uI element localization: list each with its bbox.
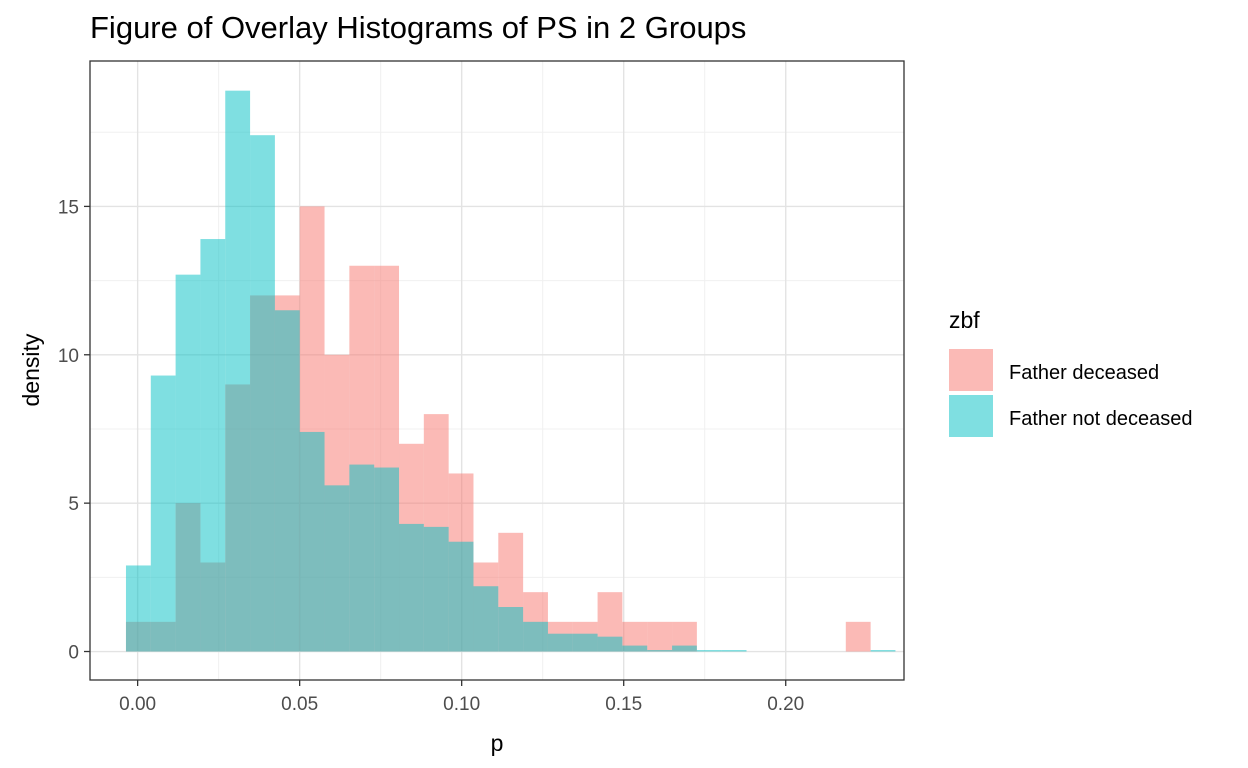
legend: zbf Father deceased Father not deceased — [949, 307, 1192, 437]
x-tick-label: 0.10 — [443, 694, 480, 715]
histogram-bars — [125, 90, 896, 652]
legend-key-father-deceased — [949, 349, 993, 391]
histogram-bar — [572, 633, 598, 652]
axes: 0.00 0.05 0.10 0.15 0.20 0 5 10 15 — [58, 197, 804, 715]
histogram-bar — [250, 135, 275, 652]
plot-panel-border — [89, 60, 905, 681]
legend-key-father-not-deceased — [949, 395, 993, 437]
x-tick-label: 0.20 — [767, 694, 804, 715]
y-axis-title: density — [18, 333, 44, 406]
histogram-bar — [125, 565, 151, 652]
y-tick-label: 10 — [58, 346, 79, 367]
y-tick-label: 5 — [68, 494, 79, 515]
y-tick-label: 0 — [68, 643, 79, 664]
legend-label-father-not-deceased: Father not deceased — [1009, 408, 1192, 430]
histogram-bar — [374, 467, 400, 652]
histogram-bar — [696, 650, 722, 652]
histogram-bar — [399, 523, 424, 652]
histogram-bar — [870, 650, 896, 652]
histogram-bar — [523, 621, 548, 652]
y-tick-label: 15 — [58, 197, 79, 218]
chart-title: Figure of Overlay Histograms of PS in 2 … — [90, 10, 747, 45]
histogram-bar — [547, 633, 573, 652]
legend-label-father-deceased: Father deceased — [1009, 362, 1159, 384]
x-tick-label: 0.00 — [119, 694, 156, 715]
histogram-bar — [200, 239, 226, 652]
histogram-bar — [845, 621, 871, 652]
histogram-bar — [672, 645, 697, 652]
histogram-bar — [175, 274, 201, 652]
x-axis-title: p — [491, 730, 504, 756]
histogram-bar — [721, 650, 747, 652]
histogram-bar — [622, 645, 648, 652]
histogram-bar — [150, 375, 176, 652]
x-tick-label: 0.15 — [605, 694, 642, 715]
histogram-bar — [299, 431, 325, 652]
histogram-bar — [597, 636, 623, 652]
histogram-bar — [498, 607, 524, 652]
histogram-bar — [647, 650, 673, 652]
histogram-bar — [473, 586, 499, 652]
histogram-bar — [349, 464, 375, 652]
histogram-bar — [324, 485, 350, 652]
histogram-bar — [647, 621, 673, 652]
legend-title: zbf — [949, 307, 980, 333]
x-tick-label: 0.05 — [281, 694, 318, 715]
histogram-bar — [225, 90, 251, 652]
histogram-bar — [274, 310, 300, 652]
histogram-bar — [448, 541, 474, 652]
histogram-bar — [423, 526, 449, 652]
series-1-bars — [125, 90, 896, 652]
